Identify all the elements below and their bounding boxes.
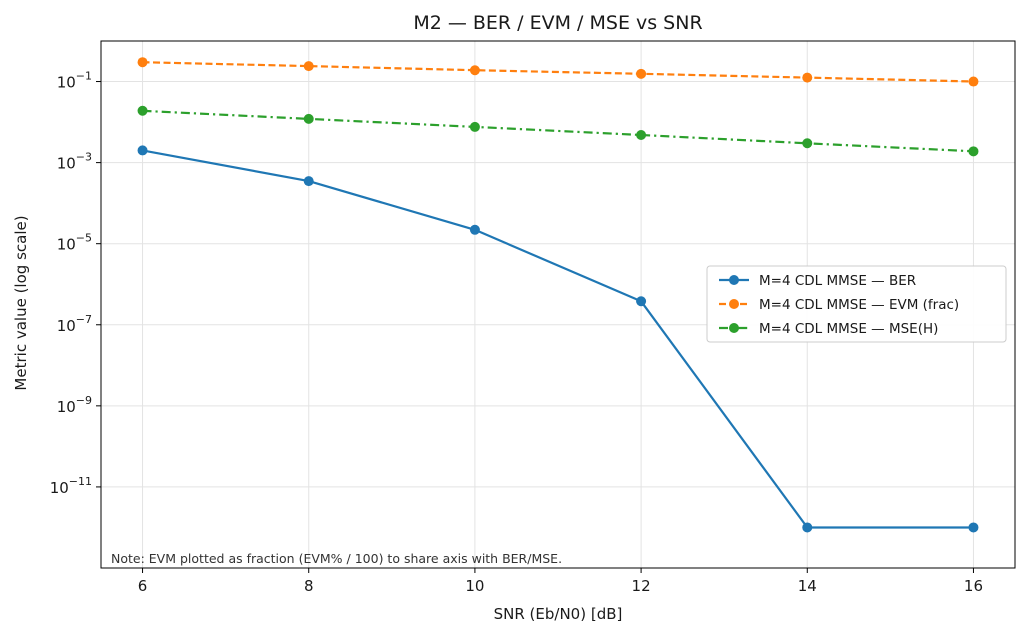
data-point — [137, 57, 148, 68]
data-point — [968, 522, 979, 533]
y-tick-label: 10−7 — [57, 313, 92, 335]
series-layer — [137, 57, 979, 533]
data-point — [802, 72, 813, 83]
legend-swatch-marker — [729, 299, 739, 309]
chart-title: M2 — BER / EVM / MSE vs SNR — [413, 12, 702, 34]
data-point — [137, 105, 148, 116]
series-line — [142, 109, 974, 153]
data-point — [636, 68, 647, 79]
data-point — [469, 121, 480, 132]
data-point — [303, 113, 314, 124]
data-point — [968, 146, 979, 157]
legend-label: M=4 CDL MMSE — MSE(H) — [759, 321, 938, 337]
legend-swatch-marker — [729, 323, 739, 333]
data-point — [469, 65, 480, 76]
legend: M=4 CDL MMSE — BER M=4 CDL MMSE — EVM (fr… — [706, 265, 1007, 343]
legend-swatch-marker — [729, 275, 739, 285]
data-point — [802, 138, 813, 149]
data-point — [303, 61, 314, 72]
x-tick-label: 14 — [798, 577, 817, 595]
chart-annotation: Note: EVM plotted as fraction (EVM% / 10… — [111, 551, 562, 566]
y-tick-label: 10−3 — [57, 151, 92, 173]
series-1 — [137, 145, 979, 533]
series-line — [142, 149, 974, 529]
y-tick-label: 10−1 — [57, 70, 92, 92]
y-axis-ticks: 10−1 10−3 10−5 10−7 10−9 10−11 — [50, 70, 101, 497]
x-axis-label: SNR (Eb/N0) [dB] — [494, 605, 623, 623]
y-axis-label: Metric value (log scale) — [12, 215, 30, 390]
x-tick-label: 16 — [964, 577, 983, 595]
series-3 — [137, 105, 979, 157]
x-tick-label: 6 — [138, 577, 148, 595]
y-tick-label: 10−9 — [57, 394, 92, 416]
data-point — [636, 129, 647, 140]
x-tick-label: 12 — [632, 577, 651, 595]
y-tick-label: 10−5 — [57, 232, 92, 254]
data-point — [303, 176, 314, 187]
series-2 — [137, 57, 979, 87]
series-line — [142, 61, 974, 83]
legend-label: M=4 CDL MMSE — EVM (frac) — [759, 297, 959, 313]
data-point — [137, 145, 148, 156]
data-point — [469, 224, 480, 235]
data-point — [636, 296, 647, 307]
x-tick-label: 10 — [465, 577, 484, 595]
legend-frame — [706, 265, 1007, 343]
plot-frame — [100, 40, 1016, 569]
x-axis-ticks: 6 8 10 12 14 16 — [138, 568, 983, 595]
legend-label: M=4 CDL MMSE — BER — [759, 273, 916, 289]
y-tick-label: 10−11 — [50, 475, 92, 497]
x-tick-label: 8 — [304, 577, 314, 595]
data-point — [968, 76, 979, 87]
data-point — [802, 522, 813, 533]
